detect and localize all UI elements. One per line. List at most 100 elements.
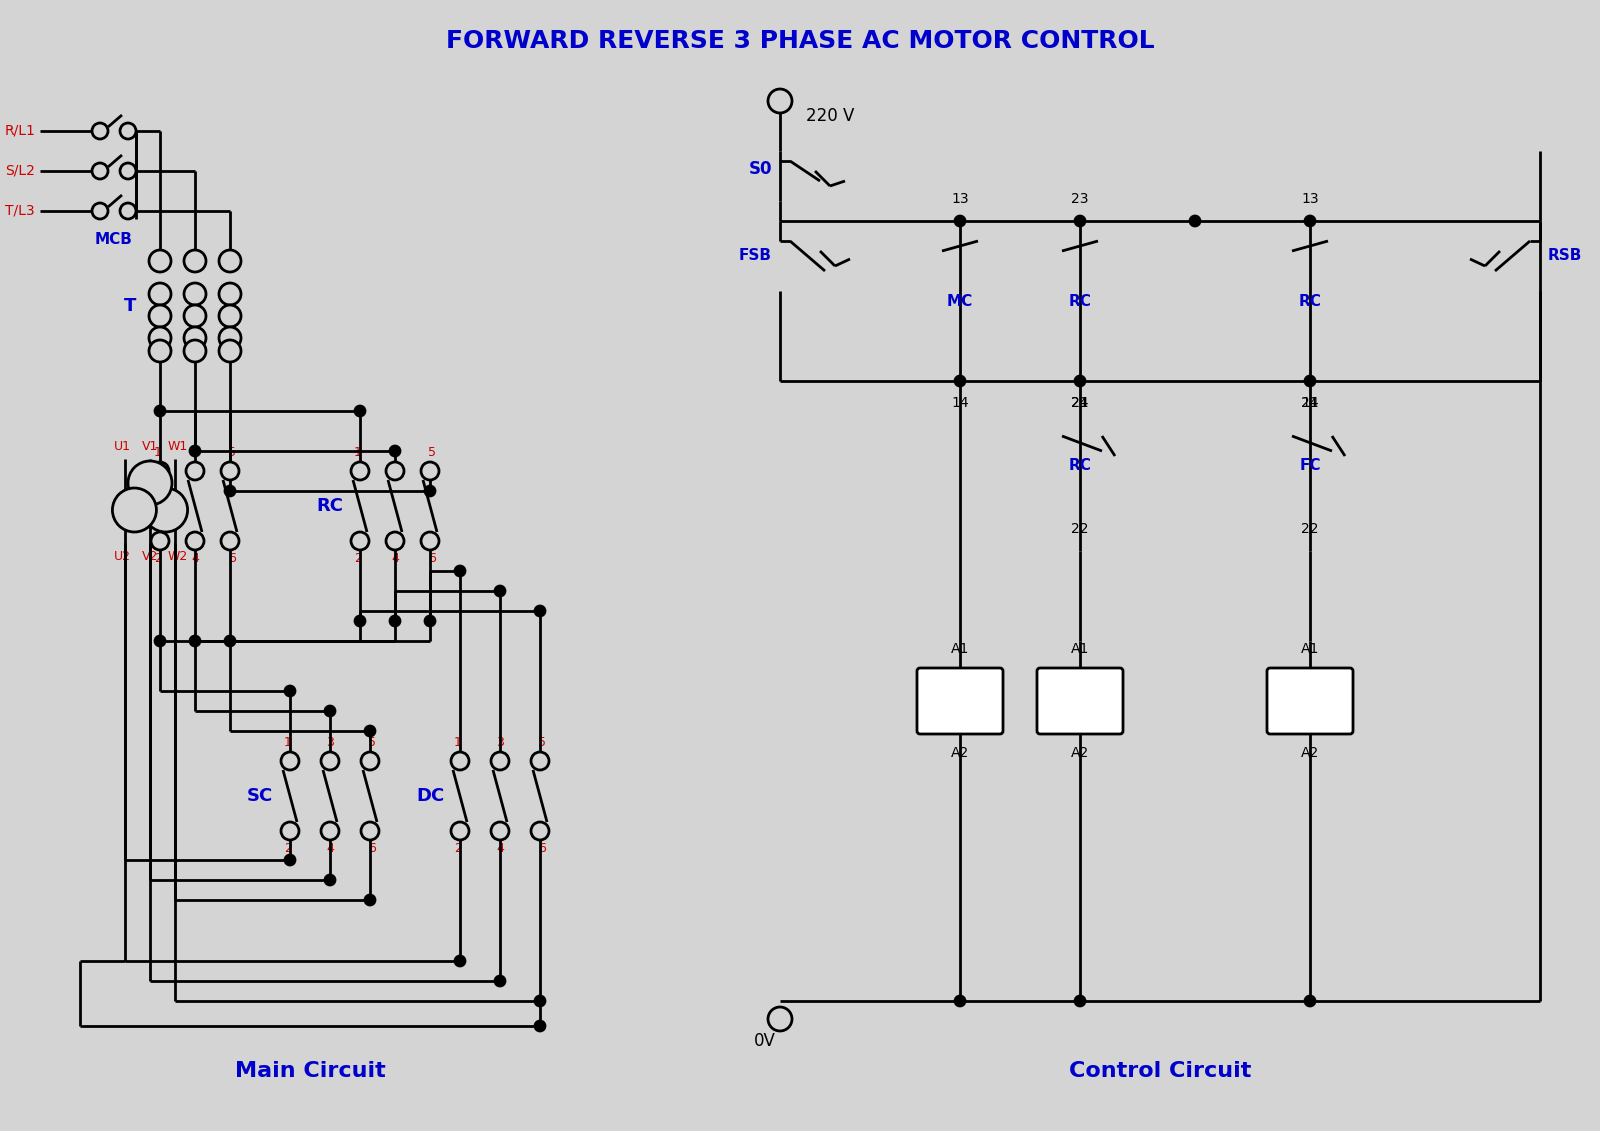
Circle shape bbox=[120, 123, 136, 139]
Circle shape bbox=[386, 532, 403, 550]
Text: 3: 3 bbox=[326, 736, 334, 750]
Circle shape bbox=[184, 327, 206, 349]
Circle shape bbox=[1306, 216, 1315, 226]
Circle shape bbox=[426, 486, 435, 497]
Circle shape bbox=[120, 163, 136, 179]
Text: 5: 5 bbox=[229, 447, 237, 459]
Text: 6: 6 bbox=[538, 843, 546, 855]
Circle shape bbox=[221, 461, 238, 480]
Circle shape bbox=[190, 636, 200, 646]
Text: FSB: FSB bbox=[739, 249, 771, 264]
Circle shape bbox=[1190, 216, 1200, 226]
Circle shape bbox=[184, 283, 206, 305]
Circle shape bbox=[219, 250, 242, 271]
Text: 1: 1 bbox=[454, 736, 462, 750]
Text: 5: 5 bbox=[368, 736, 376, 750]
Text: 4: 4 bbox=[190, 553, 198, 566]
Circle shape bbox=[350, 461, 370, 480]
Text: 2: 2 bbox=[354, 553, 362, 566]
Circle shape bbox=[386, 461, 403, 480]
Circle shape bbox=[150, 532, 170, 550]
Circle shape bbox=[322, 822, 339, 840]
Circle shape bbox=[150, 461, 170, 480]
Circle shape bbox=[531, 752, 549, 770]
Text: 5: 5 bbox=[538, 736, 546, 750]
Text: 6: 6 bbox=[368, 843, 376, 855]
Text: RC: RC bbox=[1299, 294, 1322, 309]
Text: 0V: 0V bbox=[754, 1031, 776, 1050]
Text: 21: 21 bbox=[1070, 396, 1090, 411]
Circle shape bbox=[155, 406, 165, 416]
Text: 3: 3 bbox=[390, 447, 398, 459]
Circle shape bbox=[362, 752, 379, 770]
Circle shape bbox=[491, 752, 509, 770]
Text: FC: FC bbox=[1069, 692, 1091, 710]
FancyBboxPatch shape bbox=[1267, 668, 1354, 734]
Text: 1: 1 bbox=[154, 447, 162, 459]
Text: MCB: MCB bbox=[94, 232, 133, 247]
Text: 13: 13 bbox=[950, 192, 970, 206]
Circle shape bbox=[149, 250, 171, 271]
Circle shape bbox=[149, 340, 171, 362]
Circle shape bbox=[120, 202, 136, 219]
Circle shape bbox=[226, 486, 235, 497]
Circle shape bbox=[454, 566, 466, 576]
Text: 23: 23 bbox=[1072, 192, 1088, 206]
Text: U1: U1 bbox=[114, 440, 131, 452]
Circle shape bbox=[184, 305, 206, 327]
Text: 21: 21 bbox=[1301, 396, 1318, 411]
Circle shape bbox=[421, 461, 438, 480]
Text: V1: V1 bbox=[142, 440, 158, 452]
Circle shape bbox=[350, 532, 370, 550]
Text: 1: 1 bbox=[354, 447, 362, 459]
Text: A2: A2 bbox=[950, 746, 970, 760]
Circle shape bbox=[184, 250, 206, 271]
Circle shape bbox=[219, 283, 242, 305]
Circle shape bbox=[955, 216, 965, 226]
Text: A2: A2 bbox=[1070, 746, 1090, 760]
Text: 14: 14 bbox=[950, 396, 970, 411]
Text: T/L3: T/L3 bbox=[5, 204, 35, 218]
Text: RSB: RSB bbox=[1549, 249, 1582, 264]
Circle shape bbox=[1075, 375, 1085, 386]
Circle shape bbox=[184, 340, 206, 362]
Text: 2: 2 bbox=[154, 553, 162, 566]
Circle shape bbox=[93, 202, 109, 219]
Circle shape bbox=[1306, 996, 1315, 1005]
Circle shape bbox=[144, 487, 187, 532]
Text: 4: 4 bbox=[496, 843, 504, 855]
Text: DC: DC bbox=[416, 787, 445, 805]
Circle shape bbox=[362, 822, 379, 840]
Circle shape bbox=[325, 875, 334, 884]
Text: 6: 6 bbox=[229, 553, 235, 566]
Text: A1: A1 bbox=[1070, 642, 1090, 656]
Circle shape bbox=[190, 446, 200, 456]
Text: A1: A1 bbox=[950, 642, 970, 656]
Circle shape bbox=[149, 327, 171, 349]
Circle shape bbox=[186, 461, 205, 480]
Text: M: M bbox=[139, 491, 162, 511]
Text: 2: 2 bbox=[285, 843, 291, 855]
Text: 220 V: 220 V bbox=[806, 107, 854, 126]
Text: RC: RC bbox=[1069, 458, 1091, 474]
Text: 6: 6 bbox=[429, 553, 435, 566]
Circle shape bbox=[426, 616, 435, 625]
Circle shape bbox=[955, 996, 965, 1005]
Text: A2: A2 bbox=[1301, 746, 1318, 760]
Circle shape bbox=[355, 406, 365, 416]
Circle shape bbox=[93, 123, 109, 139]
Text: Control Circuit: Control Circuit bbox=[1069, 1061, 1251, 1081]
Circle shape bbox=[494, 586, 506, 596]
Circle shape bbox=[155, 636, 165, 646]
Text: A1: A1 bbox=[1301, 642, 1318, 656]
Circle shape bbox=[128, 461, 173, 506]
Circle shape bbox=[534, 606, 546, 616]
Circle shape bbox=[768, 1007, 792, 1031]
Text: FC: FC bbox=[1299, 458, 1320, 474]
Circle shape bbox=[285, 687, 294, 696]
Circle shape bbox=[531, 822, 549, 840]
Circle shape bbox=[219, 305, 242, 327]
Text: R/L1: R/L1 bbox=[5, 124, 35, 138]
Text: FC: FC bbox=[117, 497, 142, 515]
Text: MC: MC bbox=[946, 692, 974, 710]
